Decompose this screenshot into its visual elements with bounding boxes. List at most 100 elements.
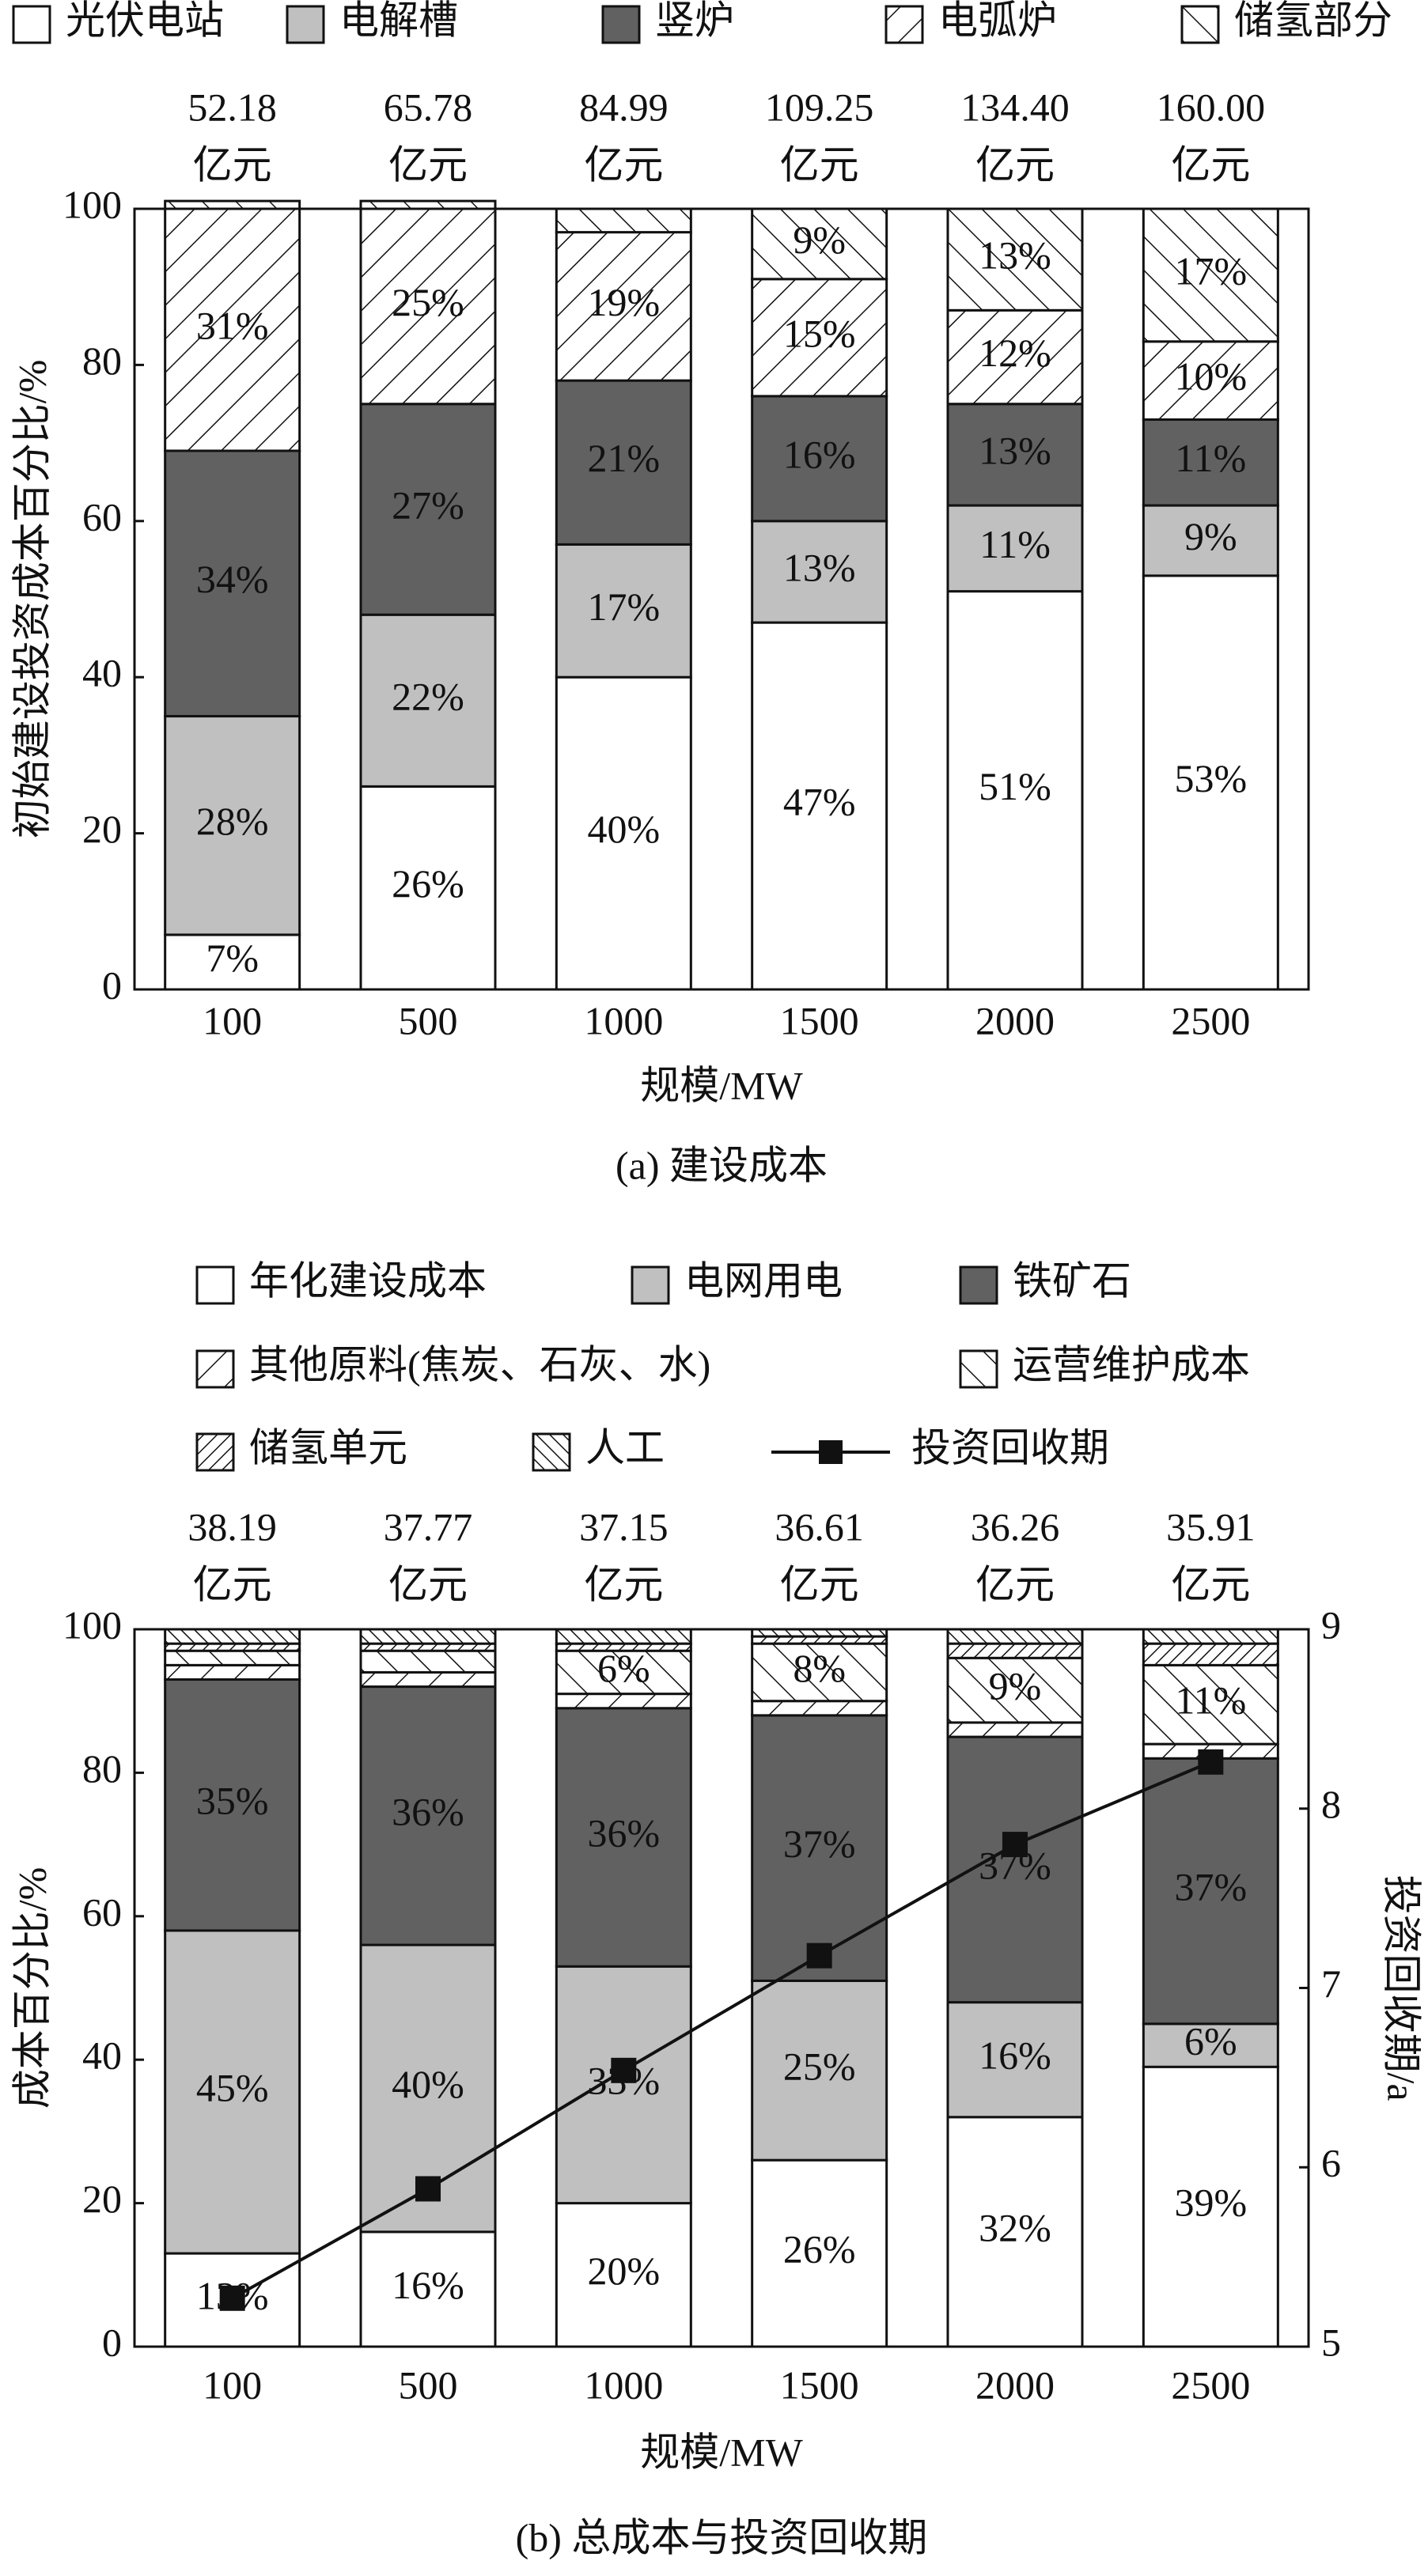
data-label: 36% (392, 1789, 464, 1833)
legend-swatch (286, 5, 325, 44)
x-tick-label: 500 (399, 2362, 458, 2407)
data-label: 21% (588, 436, 661, 480)
bar-segment (946, 590, 1084, 991)
x-tick-label: 500 (399, 998, 458, 1042)
bar-segment (751, 520, 888, 624)
x-tick-label: 2000 (975, 998, 1055, 1042)
total-unit: 亿元 (780, 1562, 859, 1606)
payback-marker (1198, 1749, 1224, 1775)
total-unit: 亿元 (193, 142, 272, 187)
y-tick-label: 80 (82, 339, 122, 383)
data-label: 19% (588, 280, 661, 324)
data-label: 47% (783, 780, 856, 824)
legend-swatch (195, 1349, 235, 1389)
y2-tick-label: 5 (1321, 2320, 1341, 2364)
data-label: 6% (597, 1646, 650, 1690)
legend-label: 其他原料(焦炭、石灰、水) (249, 1342, 710, 1386)
bar-segment (751, 1700, 888, 1717)
data-label: 16% (979, 2033, 1051, 2078)
bar-segment (164, 715, 301, 936)
y-tick-label: 20 (82, 2177, 122, 2221)
data-label: 20% (588, 2249, 661, 2293)
bar-segment (359, 613, 497, 788)
data-label: 11% (1175, 1678, 1246, 1723)
total-label: 36.26 (971, 1504, 1060, 1549)
data-label: 16% (783, 432, 856, 476)
legend-label: 储氢单元 (249, 1425, 407, 1470)
payback-line (231, 1760, 1212, 2300)
data-label: 35% (196, 1779, 269, 1823)
bar-segment (555, 1707, 692, 1968)
caption: (a) 建设成本 (616, 1143, 828, 1187)
bar-segment (1142, 2065, 1279, 2348)
data-label: 17% (1175, 248, 1248, 293)
bar-segment (946, 1656, 1084, 1724)
data-label: 8% (793, 1646, 846, 1690)
bar-segment (555, 543, 692, 679)
bar-segment (1142, 504, 1279, 577)
data-label: 11% (979, 522, 1051, 566)
legend-swatch (195, 1265, 235, 1305)
total-label: 37.77 (384, 1504, 473, 1549)
y-tick-label: 60 (82, 1889, 122, 1934)
bar-segment (555, 231, 692, 382)
legend-label: 竖炉 (655, 0, 734, 42)
data-label: 36% (588, 1810, 661, 1855)
bar-segment (946, 308, 1084, 406)
total-unit: 亿元 (1171, 142, 1250, 187)
data-label: 9% (989, 1664, 1042, 1708)
data-label: 27% (392, 482, 464, 527)
bar-segment (1142, 2022, 1279, 2068)
total-label: 37.15 (579, 1504, 669, 1549)
data-label: 25% (783, 2044, 856, 2088)
legend-label: 电解槽 (339, 0, 458, 42)
total-label: 134.40 (960, 85, 1070, 129)
x-tick-label: 1000 (584, 998, 663, 1042)
data-label: 22% (392, 674, 464, 718)
legend-swatch (532, 1432, 571, 1472)
data-label: 17% (588, 584, 661, 629)
total-label: 38.19 (187, 1504, 277, 1549)
payback-marker (415, 2176, 441, 2202)
legend-swatch (959, 1265, 998, 1305)
total-unit: 亿元 (780, 142, 859, 187)
legend-label: 储氢部分 (1234, 0, 1392, 42)
total-unit: 亿元 (388, 1562, 468, 1606)
x-tick-label: 100 (203, 998, 262, 1042)
total-label: 65.78 (384, 85, 473, 129)
bar-segment (1142, 1663, 1279, 1746)
y2-axis-label: 投资回收期/a (1380, 1874, 1424, 2101)
y-tick-label: 80 (82, 1746, 122, 1791)
total-unit: 亿元 (1171, 1562, 1250, 1606)
legend-swatch (601, 5, 641, 44)
bar-segment (751, 278, 888, 398)
bar-segment (555, 1649, 692, 1696)
bar-segment (1142, 340, 1279, 421)
x-axis-label: 规模/MW (640, 1063, 803, 1107)
bar-segment (359, 1649, 497, 1674)
data-label: 10% (1175, 354, 1248, 399)
bar-segment (946, 1721, 1084, 1738)
data-label: 37% (783, 1821, 856, 1866)
x-tick-label: 1500 (780, 2362, 859, 2407)
total-unit: 亿元 (193, 1562, 272, 1606)
data-label: 40% (392, 2062, 464, 2106)
total-unit: 亿元 (584, 1562, 663, 1606)
legend-swatch (1180, 5, 1220, 44)
total-unit: 亿元 (975, 1562, 1055, 1606)
data-label: 26% (783, 2227, 856, 2271)
legend-label: 运营维护成本 (1013, 1342, 1250, 1386)
bar-segment (946, 1628, 1084, 1645)
total-unit: 亿元 (975, 142, 1055, 187)
y-tick-label: 100 (62, 1602, 122, 1647)
legend-label: 光伏电站 (66, 0, 224, 42)
bar-segment (555, 675, 692, 991)
bar-segment (751, 1714, 888, 1982)
total-label: 109.25 (765, 85, 874, 129)
bar-segment (751, 621, 888, 991)
bar-segment (946, 1642, 1084, 1659)
bar-segment (164, 1678, 301, 1932)
bar-segment (164, 1628, 301, 1645)
legend-swatch (195, 1432, 235, 1472)
data-label: 11% (1175, 436, 1246, 480)
